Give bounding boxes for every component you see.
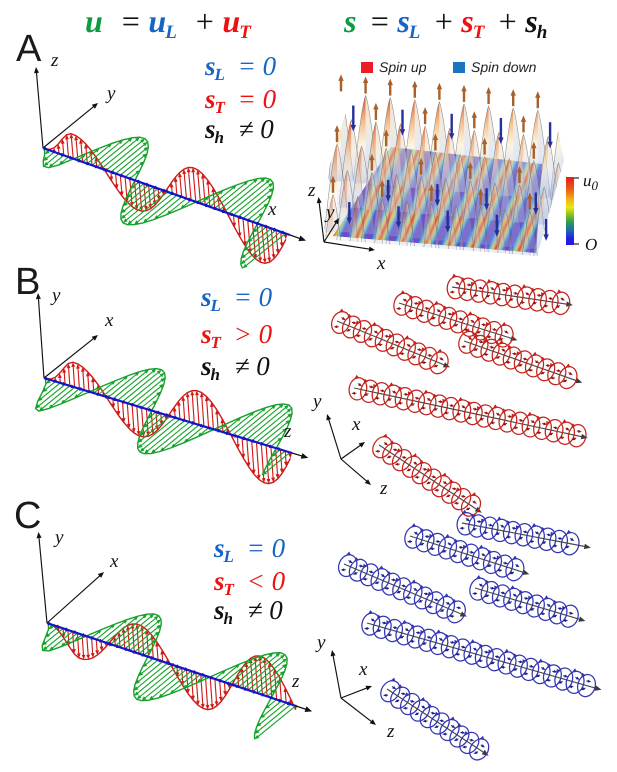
svg-text:z: z: [307, 180, 316, 201]
svg-text:y: y: [324, 202, 335, 223]
svg-text:z: z: [283, 421, 292, 442]
svg-text:z: z: [291, 671, 300, 692]
svg-text:sh ≠ 0: sh ≠ 0: [200, 351, 270, 384]
svg-text:B: B: [15, 261, 40, 303]
svg-text:x: x: [267, 199, 277, 220]
svg-text:O: O: [585, 235, 597, 254]
svg-text:sT = 0: sT = 0: [204, 84, 277, 117]
svg-text:sT < 0: sT < 0: [213, 566, 286, 599]
svg-text:sL = 0: sL = 0: [204, 51, 277, 84]
svg-text:sT > 0: sT > 0: [200, 319, 273, 352]
svg-text:Spin down: Spin down: [471, 59, 537, 75]
svg-text:sL = 0: sL = 0: [213, 533, 286, 566]
svg-text:u = uL + uT: u = uL + uT: [85, 3, 252, 43]
svg-text:y: y: [315, 632, 326, 653]
svg-text:x: x: [351, 414, 361, 435]
svg-text:x: x: [358, 659, 368, 680]
svg-text:sL = 0: sL = 0: [200, 282, 273, 315]
svg-text:sh ≠ 0: sh ≠ 0: [204, 114, 274, 147]
svg-text:s = sL + sT + sh: s = sL + sT + sh: [343, 3, 547, 43]
svg-text:z: z: [50, 50, 59, 71]
svg-text:C: C: [14, 495, 41, 537]
svg-text:sh ≠ 0: sh ≠ 0: [213, 595, 283, 628]
svg-text:Spin up: Spin up: [379, 59, 427, 75]
svg-text:y: y: [105, 83, 116, 104]
svg-text:A: A: [16, 28, 42, 70]
svg-text:x: x: [104, 310, 114, 331]
svg-text:y: y: [311, 391, 322, 412]
svg-text:x: x: [376, 253, 386, 274]
svg-text:y: y: [53, 527, 64, 548]
svg-text:z: z: [379, 478, 388, 499]
svg-text:x: x: [109, 551, 119, 572]
svg-text:z: z: [386, 721, 395, 742]
svg-text:y: y: [50, 285, 61, 306]
